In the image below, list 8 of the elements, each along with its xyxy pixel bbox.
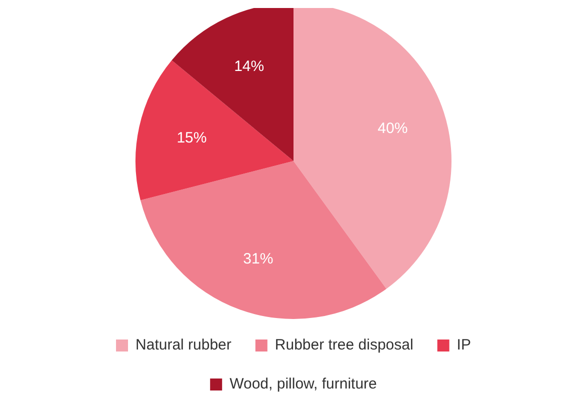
legend-label: Wood, pillow, furniture [230, 376, 377, 393]
legend-label: Rubber tree disposal [274, 336, 414, 354]
data-label: 31% [243, 250, 274, 268]
legend-label: Natural rubber [136, 336, 232, 354]
data-label: 14% [234, 58, 264, 75]
data-label: 15% [176, 129, 207, 146]
data-label: 40% [378, 120, 408, 137]
legend-label: IP [456, 336, 471, 354]
